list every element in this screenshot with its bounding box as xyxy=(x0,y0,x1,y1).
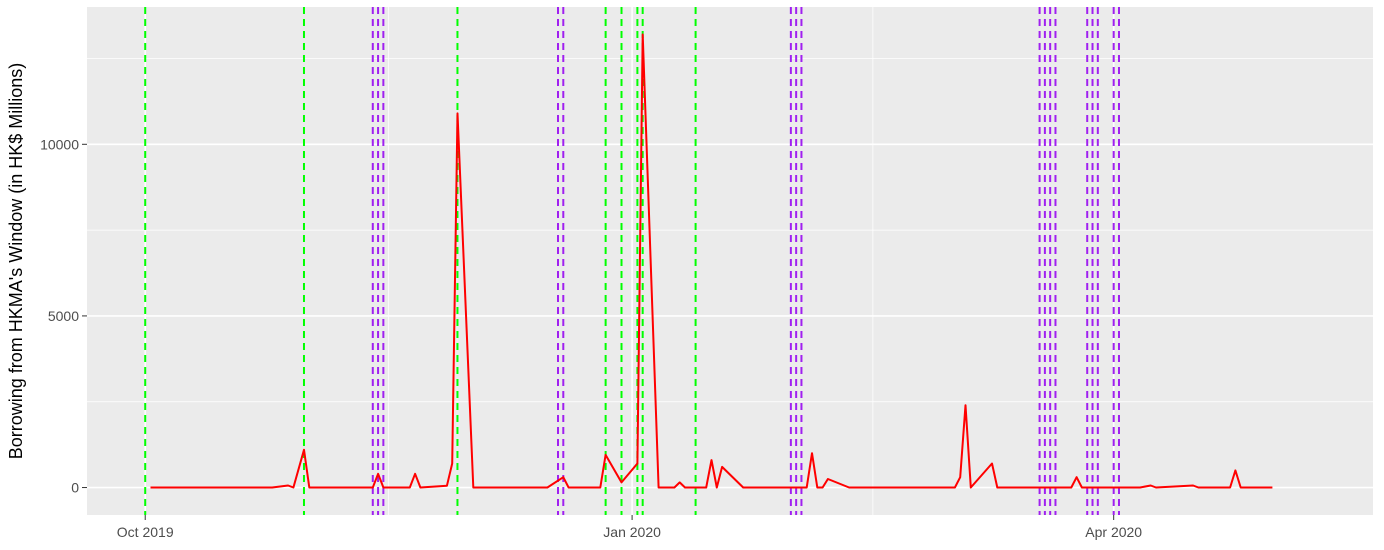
x-tick-label: Oct 2019 xyxy=(117,524,174,540)
minor-gridlines xyxy=(87,7,1373,515)
x-tick-label: Apr 2020 xyxy=(1085,524,1142,540)
y-tick-label: 10000 xyxy=(40,136,79,152)
y-axis-title: Borrowing from HKMA's Window (in HK$ Mil… xyxy=(6,63,26,460)
y-tick-label: 0 xyxy=(71,480,79,496)
borrowing-series-line xyxy=(150,33,1273,489)
x-tick-label: Jan 2020 xyxy=(603,524,661,540)
event-lines xyxy=(144,7,1120,515)
x-axis: Oct 2019 Jan 2020 Apr 2020 xyxy=(117,515,1142,540)
y-tick-label: 5000 xyxy=(48,308,79,324)
panel-background xyxy=(87,7,1373,515)
y-axis: 0 5000 10000 xyxy=(40,136,87,496)
